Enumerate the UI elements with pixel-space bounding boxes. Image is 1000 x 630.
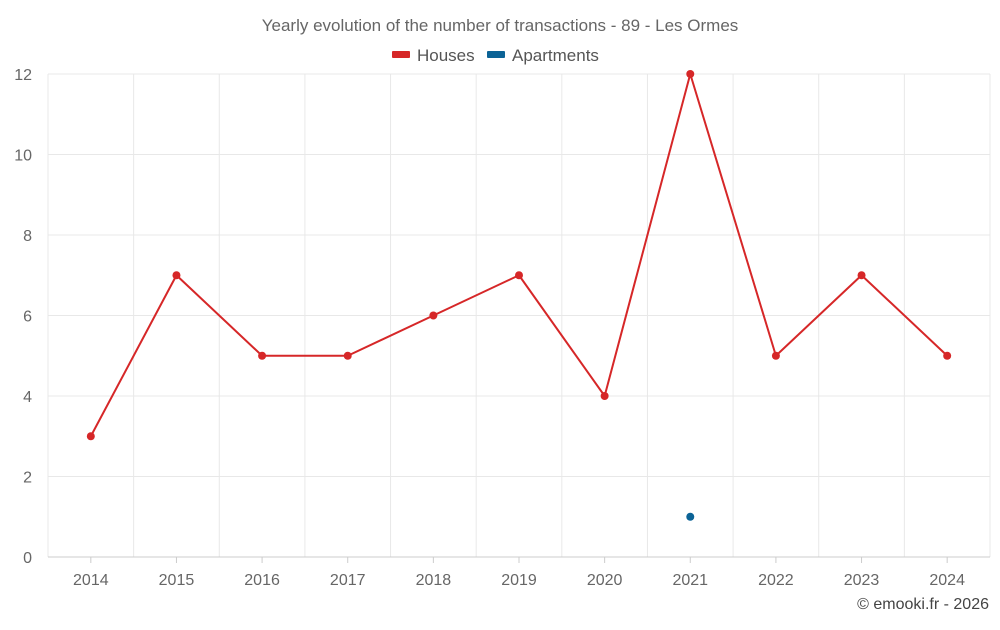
y-tick-label-6: 6 <box>23 309 32 326</box>
data-point-houses-2022[interactable] <box>771 351 780 360</box>
series <box>86 70 952 521</box>
x-tick-label-2019: 2019 <box>501 572 537 589</box>
legend-label-apartments: Apartments <box>512 46 599 65</box>
x-tick-label-2023: 2023 <box>844 572 880 589</box>
x-tick-label-2020: 2020 <box>587 572 623 589</box>
legend-item-apartments[interactable]: Apartments <box>487 46 599 65</box>
y-tick-label-10: 10 <box>14 148 32 165</box>
data-point-houses-2015[interactable] <box>172 271 181 280</box>
y-tick-label-2: 2 <box>23 470 32 487</box>
credit-text: © emooki.fr - 2026 <box>857 596 989 613</box>
legend-item-houses[interactable]: Houses <box>392 46 475 65</box>
x-tick-label-2022: 2022 <box>758 572 794 589</box>
legend: Houses Apartments <box>392 46 599 65</box>
x-tick-label-2024: 2024 <box>929 572 965 589</box>
grid <box>47 73 991 557</box>
legend-swatch-apartments <box>487 51 505 58</box>
data-point-apartments-2021[interactable] <box>686 512 695 521</box>
y-tick-label-4: 4 <box>23 389 32 406</box>
legend-swatch-houses <box>392 51 410 58</box>
x-tick-label-2014: 2014 <box>73 572 109 589</box>
data-point-houses-2019[interactable] <box>515 271 523 280</box>
legend-label-houses: Houses <box>417 46 475 65</box>
series-apartments <box>686 512 695 521</box>
data-point-houses-2020[interactable] <box>600 392 609 400</box>
y-tick-label-12: 12 <box>14 67 32 84</box>
y-tick-label-8: 8 <box>23 228 32 245</box>
y-tick-label-0: 0 <box>23 550 32 567</box>
x-tick-label-2021: 2021 <box>672 572 708 589</box>
data-point-houses-2021[interactable] <box>686 70 695 78</box>
x-tick-label-2017: 2017 <box>330 572 366 589</box>
data-point-houses-2023[interactable] <box>857 271 866 280</box>
x-tick-label-2016: 2016 <box>244 572 280 589</box>
series-houses <box>86 70 952 441</box>
data-point-houses-2017[interactable] <box>343 351 352 360</box>
axes: 0 2 4 6 8 10 12 2014 2015 2016 2017 2018 2019 2020 202… <box>14 67 990 589</box>
data-point-houses-2014[interactable] <box>86 432 95 441</box>
x-tick-label-2015: 2015 <box>159 572 195 589</box>
data-point-houses-2016[interactable] <box>258 351 267 360</box>
data-point-houses-2024[interactable] <box>943 351 952 360</box>
x-tick-label-2018: 2018 <box>416 572 452 589</box>
chart-title: Yearly evolution of the number of transa… <box>262 16 739 35</box>
data-point-houses-2018[interactable] <box>429 311 438 320</box>
